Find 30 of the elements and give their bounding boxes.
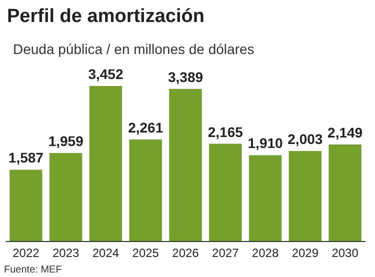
x-tick-label: 2028	[252, 246, 279, 260]
x-tick-label: 2024	[92, 246, 120, 260]
data-label: 2,149	[328, 124, 363, 141]
data-label: 2,003	[288, 131, 323, 148]
bar	[49, 153, 82, 241]
bar	[288, 151, 322, 241]
data-label: 2,261	[128, 119, 164, 136]
bar	[89, 86, 122, 241]
chart-title: Perfil de amortización	[7, 6, 204, 27]
data-label: 3,452	[88, 66, 124, 82]
bar	[169, 88, 202, 241]
x-tick-label: 2029	[292, 246, 319, 260]
source-note: Fuente: MEF	[4, 264, 62, 276]
x-tick-label: 2027	[212, 246, 240, 260]
data-label: 1,587	[8, 150, 44, 166]
x-tick-label: 2030	[332, 246, 359, 260]
bar	[129, 139, 162, 241]
data-label: 1,959	[48, 133, 84, 150]
data-label: 3,389	[168, 68, 204, 85]
bar	[209, 144, 242, 241]
x-tick-label: 2026	[172, 246, 200, 260]
x-tick-label: 2022	[12, 246, 40, 260]
data-label: 2,165	[208, 124, 244, 140]
chart-subtitle: Deuda pública / en millones de dólares	[13, 41, 254, 57]
x-tick-label: 2023	[52, 246, 80, 260]
bar	[10, 170, 42, 241]
data-label: 1,910	[248, 135, 283, 152]
x-tick-label: 2025	[132, 246, 160, 260]
bar	[328, 144, 362, 241]
bar	[248, 155, 282, 241]
